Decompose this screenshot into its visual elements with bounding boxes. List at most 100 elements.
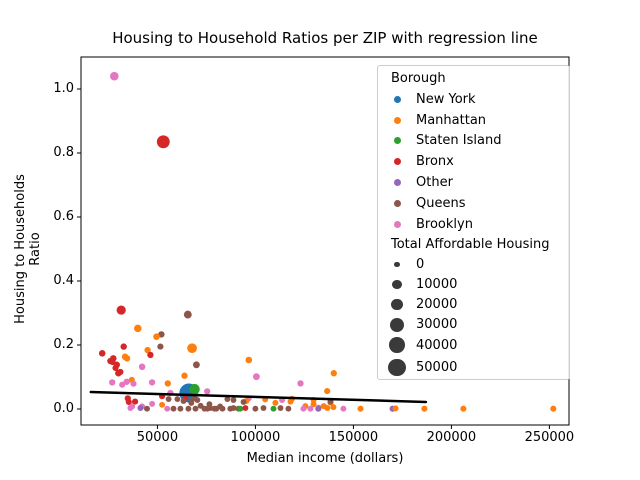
scatter-point <box>206 401 213 408</box>
scatter-point <box>192 405 199 412</box>
scatter-point <box>204 388 211 395</box>
scatter-point <box>132 398 139 405</box>
scatter-point <box>123 378 130 385</box>
scatter-point <box>310 401 317 408</box>
scatter-point <box>170 405 177 412</box>
scatter-point <box>252 373 260 381</box>
staten-island-color-dot-icon <box>393 137 401 145</box>
legend-swatch-queens-icon <box>378 199 416 207</box>
scatter-point <box>164 405 171 412</box>
legend-swatch-other-icon <box>378 179 416 187</box>
scatter-point <box>240 399 247 405</box>
legend-item-manhattan: Manhattan <box>378 110 569 131</box>
legend-item-label: Brooklyn <box>416 216 473 232</box>
bronx-color-dot-icon <box>393 158 401 166</box>
scatter-point <box>270 405 277 412</box>
scatter-point <box>144 346 151 354</box>
y-tick-label: 1.0 <box>53 81 74 96</box>
scatter-point <box>330 404 337 411</box>
legend-swatch-staten-island-icon <box>378 137 416 145</box>
scatter-point <box>224 396 231 403</box>
scatter-point <box>159 401 166 408</box>
x-tick-label: 50000 <box>136 430 179 445</box>
x-tick-label: 250000 <box>524 430 575 445</box>
size-dot-icon <box>391 298 403 311</box>
scatter-point <box>164 380 171 387</box>
scatter-point <box>230 405 237 411</box>
legend-swatch-new-york-icon <box>378 95 416 103</box>
scatter-point <box>138 363 146 371</box>
scatter-point <box>149 400 156 407</box>
scatter-point <box>300 405 307 412</box>
scatter-point <box>357 405 364 412</box>
legend-borough-items: New York Manhattan Staten Island Bronx Other… <box>378 89 569 235</box>
scatter-point <box>109 379 116 386</box>
scatter-point <box>192 361 200 369</box>
legend-item-brooklyn: Brooklyn <box>378 214 569 235</box>
scatter-point <box>134 324 142 333</box>
manhattan-color-dot-icon <box>393 116 401 124</box>
x-tick-label: 100000 <box>230 430 281 445</box>
legend-size-handle-icon <box>378 261 416 268</box>
chart-title: Housing to Household Ratios per ZIP with… <box>112 29 538 47</box>
legend-item-label: Bronx <box>416 154 454 170</box>
scatter-point <box>181 372 188 379</box>
legend-size-label: 20000 <box>416 297 458 313</box>
scatter-point <box>180 398 187 404</box>
scatter-point <box>340 405 347 412</box>
scatter-point <box>153 333 160 340</box>
legend-item-label: Staten Island <box>416 133 502 149</box>
legend-item-label: New York <box>416 91 476 107</box>
legend-size-handle-icon <box>378 317 416 332</box>
scatter-point <box>157 343 164 350</box>
scatter-point <box>260 405 267 411</box>
scatter-point <box>98 350 106 357</box>
scatter-point <box>242 405 249 411</box>
y-axis-label: Housing to Households Ratio <box>13 174 43 324</box>
legend-size-item-40000: 40000 <box>378 335 569 356</box>
scatter-point <box>158 331 165 338</box>
x-axis-label: Median income (dollars) <box>246 451 404 466</box>
scatter-point <box>165 396 172 403</box>
scatter-point <box>324 388 331 395</box>
scatter-point <box>460 405 467 412</box>
legend-size-label: 30000 <box>416 317 458 333</box>
legend-size-handle-icon <box>378 298 416 311</box>
legend-size-item-10000: 10000 <box>378 275 569 295</box>
scatter-point <box>130 380 137 387</box>
scatter-point <box>252 405 259 412</box>
legend-swatch-bronx-icon <box>378 158 416 166</box>
y-tick-label: 0.8 <box>53 145 74 160</box>
legend-item-new-york: New York <box>378 89 569 110</box>
other-color-dot-icon <box>393 179 401 187</box>
scatter-point <box>188 399 195 406</box>
scatter-point <box>194 397 201 403</box>
scatter-point <box>174 396 181 403</box>
legend-size-item-0: 0 <box>378 255 569 275</box>
legend-size-handle-icon <box>378 279 416 290</box>
scatter-point <box>112 364 119 372</box>
scatter-point <box>116 305 126 315</box>
scatter-point <box>119 381 126 388</box>
legend-swatch-manhattan-icon <box>378 116 416 124</box>
legend-size-label: 50000 <box>416 359 458 375</box>
scatter-point <box>392 405 399 412</box>
x-tick-label: 150000 <box>328 430 379 445</box>
scatter-point <box>137 405 144 411</box>
scatter-point <box>109 358 116 366</box>
scatter-point <box>125 398 132 406</box>
legend-size-handle-icon <box>378 358 416 377</box>
y-tick-label: 0.6 <box>53 209 74 224</box>
legend-item-label: Queens <box>416 195 466 211</box>
size-dot-icon <box>389 337 405 354</box>
scatter-point <box>330 370 337 377</box>
scatter-point <box>324 405 331 411</box>
size-dot-icon <box>392 279 402 290</box>
legend-item-other: Other <box>378 172 569 193</box>
scatter-point <box>285 405 292 412</box>
queens-color-dot-icon <box>393 199 401 207</box>
scatter-point <box>315 405 322 412</box>
new-york-color-dot-icon <box>393 95 401 103</box>
scatter-point <box>272 399 279 406</box>
size-dot-icon <box>388 358 406 377</box>
